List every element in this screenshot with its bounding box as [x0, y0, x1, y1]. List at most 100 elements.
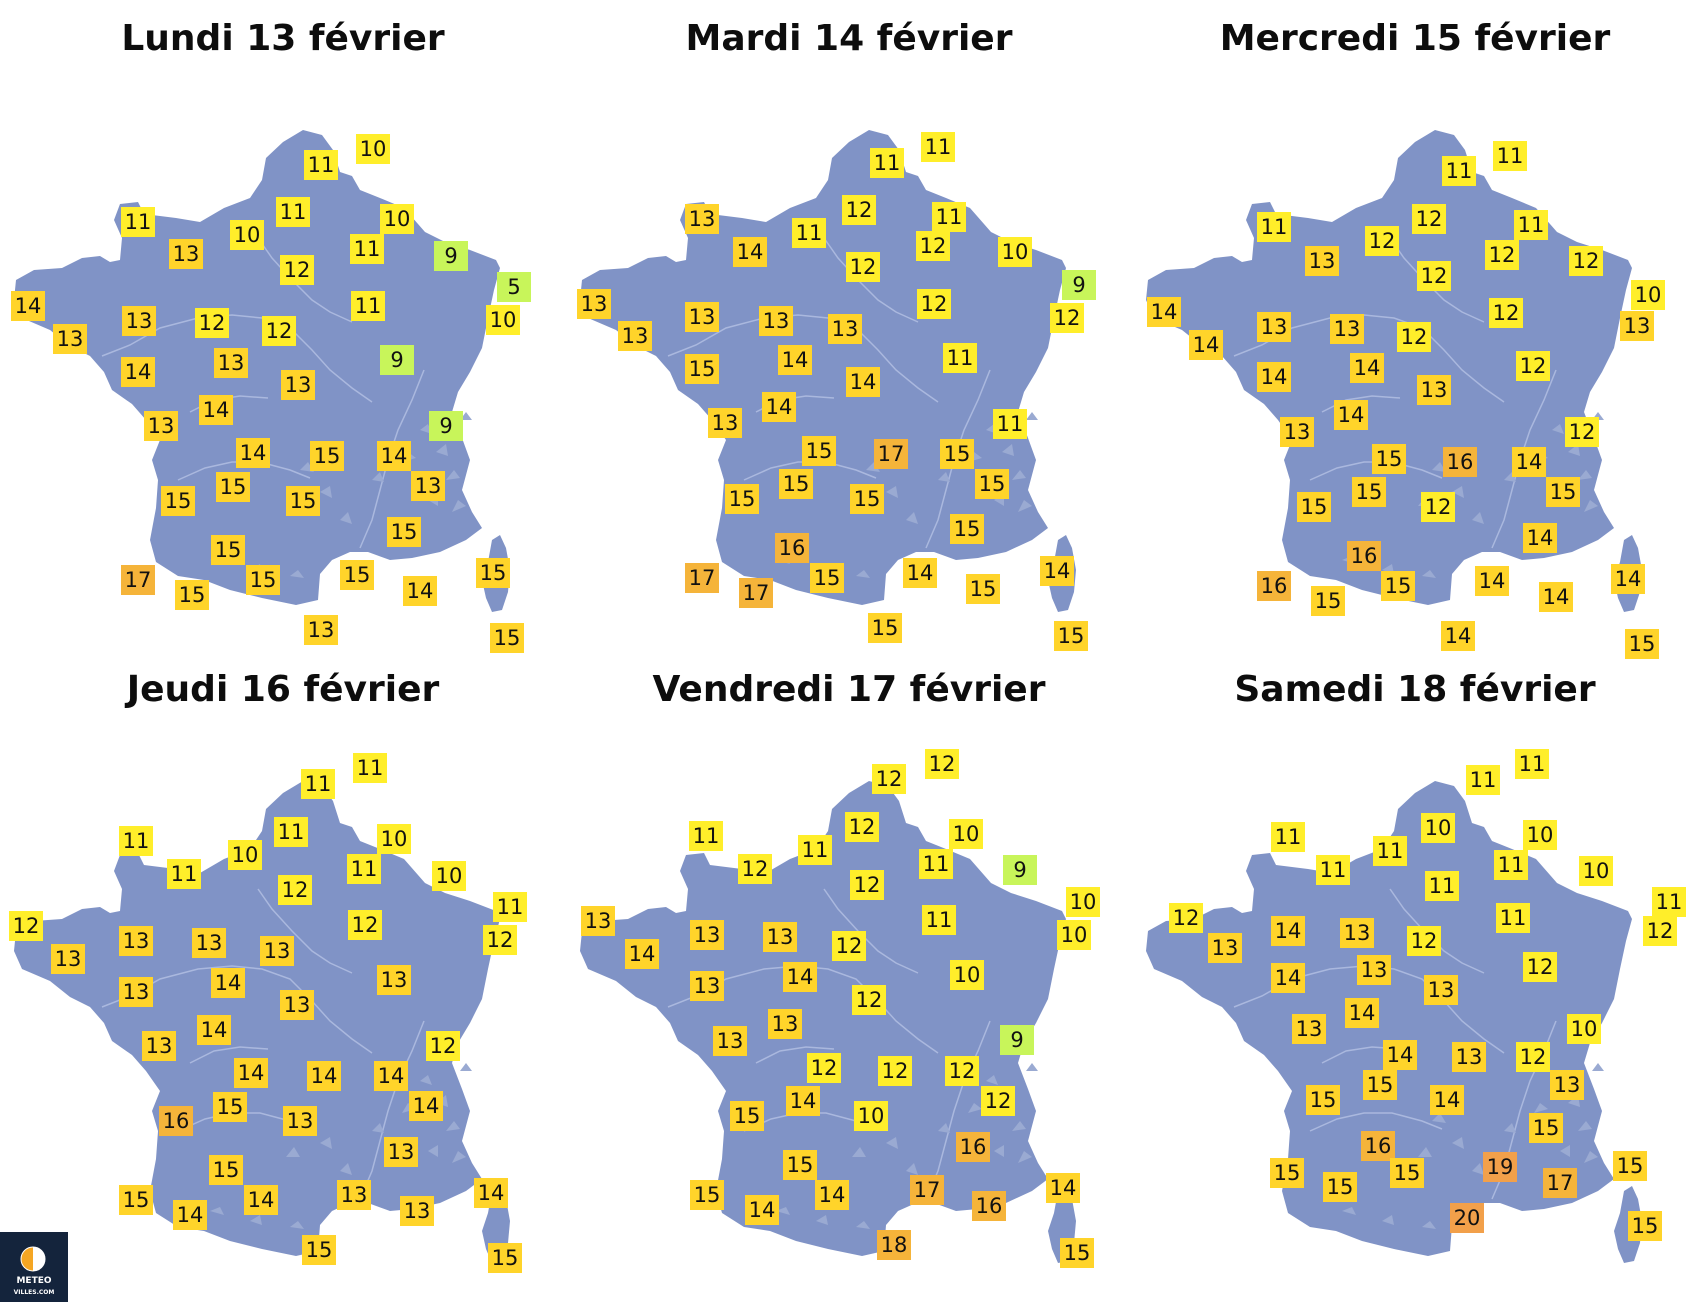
relief-mark [1584, 1151, 1598, 1163]
temperature-label: 10 [356, 134, 390, 164]
forecast-panel-tuesday: Mardi 14 février 11 11 13 12 11 14 11 12 10 12 9 13… [566, 0, 1132, 651]
panel-title: Vendredi 17 février [652, 669, 1046, 710]
temperature-label: 13 [690, 971, 724, 1001]
temperature-label: 15 [310, 441, 344, 471]
temperature-label: 13 [337, 1180, 371, 1210]
temperature-label: 13 [759, 306, 793, 336]
relief-mark [1432, 1113, 1446, 1123]
temperature-label: 15 [1270, 1158, 1304, 1188]
temperature-label: 17 [685, 563, 719, 593]
temperature-label: 13 [384, 1137, 418, 1167]
temperature-label: 13 [713, 1026, 747, 1056]
relief-mark [340, 512, 352, 524]
relief-mark [886, 486, 898, 498]
temperature-label: 13 [144, 411, 178, 441]
temperature-label: 14 [762, 392, 796, 422]
temperature-label: 14 [1350, 353, 1384, 383]
relief-mark [1568, 444, 1580, 456]
temperature-label: 15 [476, 558, 510, 588]
relief-mark [372, 1123, 384, 1133]
relief-mark [428, 1145, 438, 1157]
temperature-label: 12 [348, 910, 382, 940]
temperature-label: 12 [1050, 303, 1084, 333]
temperature-label: 11 [798, 835, 832, 865]
temperature-label: 15 [1529, 1113, 1563, 1143]
temperature-label: 12 [1365, 226, 1399, 256]
temperature-label: 15 [1060, 1238, 1094, 1268]
logo-text: METEO VILLES.COM [0, 1276, 68, 1298]
river-line [925, 1020, 991, 1200]
temperature-label: 13 [377, 965, 411, 995]
temperature-label: 13 [304, 615, 338, 645]
river-line [257, 888, 353, 974]
temperature-label: 12 [832, 931, 866, 961]
meteo-villes-logo[interactable]: METEO VILLES.COM [0, 1232, 68, 1302]
temperature-label: 9 [380, 345, 414, 375]
relief-mark [1418, 1147, 1432, 1157]
temperature-label: 11 [1466, 765, 1500, 795]
france-map [580, 781, 1076, 1263]
temperature-label: 14 [1271, 963, 1305, 993]
temperature-label: 10 [1057, 920, 1091, 950]
temperature-label: 14 [1046, 1173, 1080, 1203]
temperature-label: 10 [486, 305, 520, 335]
temperature-label: 13 [280, 990, 314, 1020]
panel-title: Jeudi 16 février [126, 669, 440, 710]
temperature-label: 12 [842, 195, 876, 225]
temperature-label: 13 [618, 321, 652, 351]
temperature-label: 20 [1450, 1203, 1484, 1233]
relief-mark [460, 1063, 472, 1071]
temperature-label: 12 [426, 1031, 460, 1061]
temperature-label: 14 [786, 1086, 820, 1116]
temperature-label: 11 [1257, 212, 1291, 242]
relief-mark [1002, 444, 1014, 456]
temperature-label: 12 [278, 875, 312, 905]
temperature-label: 13 [828, 314, 862, 344]
temperature-label: 16 [1443, 447, 1477, 477]
relief-mark [1504, 1123, 1516, 1133]
temperature-label: 14 [783, 962, 817, 992]
temperature-label: 13 [1550, 1070, 1584, 1100]
temperature-label: 13 [1452, 1042, 1486, 1072]
temperature-label: 12 [807, 1053, 841, 1083]
temperature-label: 11 [932, 202, 966, 232]
temperature-label: 14 [846, 367, 880, 397]
temperature-label: 15 [1390, 1158, 1424, 1188]
temperature-label: 12 [1489, 298, 1523, 328]
temperature-label: 14 [374, 1061, 408, 1091]
temperature-label: 13 [53, 324, 87, 354]
temperature-label: 12 [872, 764, 906, 794]
temperature-label: 16 [972, 1191, 1006, 1221]
temperature-label: 14 [1257, 362, 1291, 392]
temperature-label: 10 [377, 824, 411, 854]
temperature-label: 14 [745, 1195, 779, 1225]
temperature-label: 10 [432, 861, 466, 891]
temperature-label: 11 [1494, 850, 1528, 880]
temperature-label: 15 [975, 469, 1009, 499]
temperature-label: 11 [276, 197, 310, 227]
temperature-label: 14 [307, 1061, 341, 1091]
river-line [823, 237, 919, 323]
logo-line2: VILLES.COM [13, 1289, 55, 1296]
temperature-label: 12 [483, 925, 517, 955]
temperature-label: 14 [1040, 556, 1074, 586]
relief-mark [906, 1163, 918, 1175]
relief-mark [1382, 1215, 1394, 1225]
temperature-label: 11 [493, 892, 527, 922]
temperature-label: 15 [209, 1155, 243, 1185]
temperature-label: 11 [921, 132, 955, 162]
temperature-label: 10 [1579, 856, 1613, 886]
relief-mark [1452, 486, 1464, 498]
temperature-label: 15 [1363, 1070, 1397, 1100]
temperature-label: 15 [490, 623, 524, 653]
relief-mark [886, 1137, 898, 1149]
temperature-label: 14 [197, 1015, 231, 1045]
temperature-label: 10 [228, 840, 262, 870]
temperature-label: 15 [211, 535, 245, 565]
relief-mark [420, 1075, 432, 1085]
temperature-label: 12 [1412, 204, 1446, 234]
temperature-label: 15 [1297, 492, 1331, 522]
temperature-label: 14 [1430, 1085, 1464, 1115]
temperature-label: 13 [122, 306, 156, 336]
mainland-shape [1146, 781, 1632, 1256]
